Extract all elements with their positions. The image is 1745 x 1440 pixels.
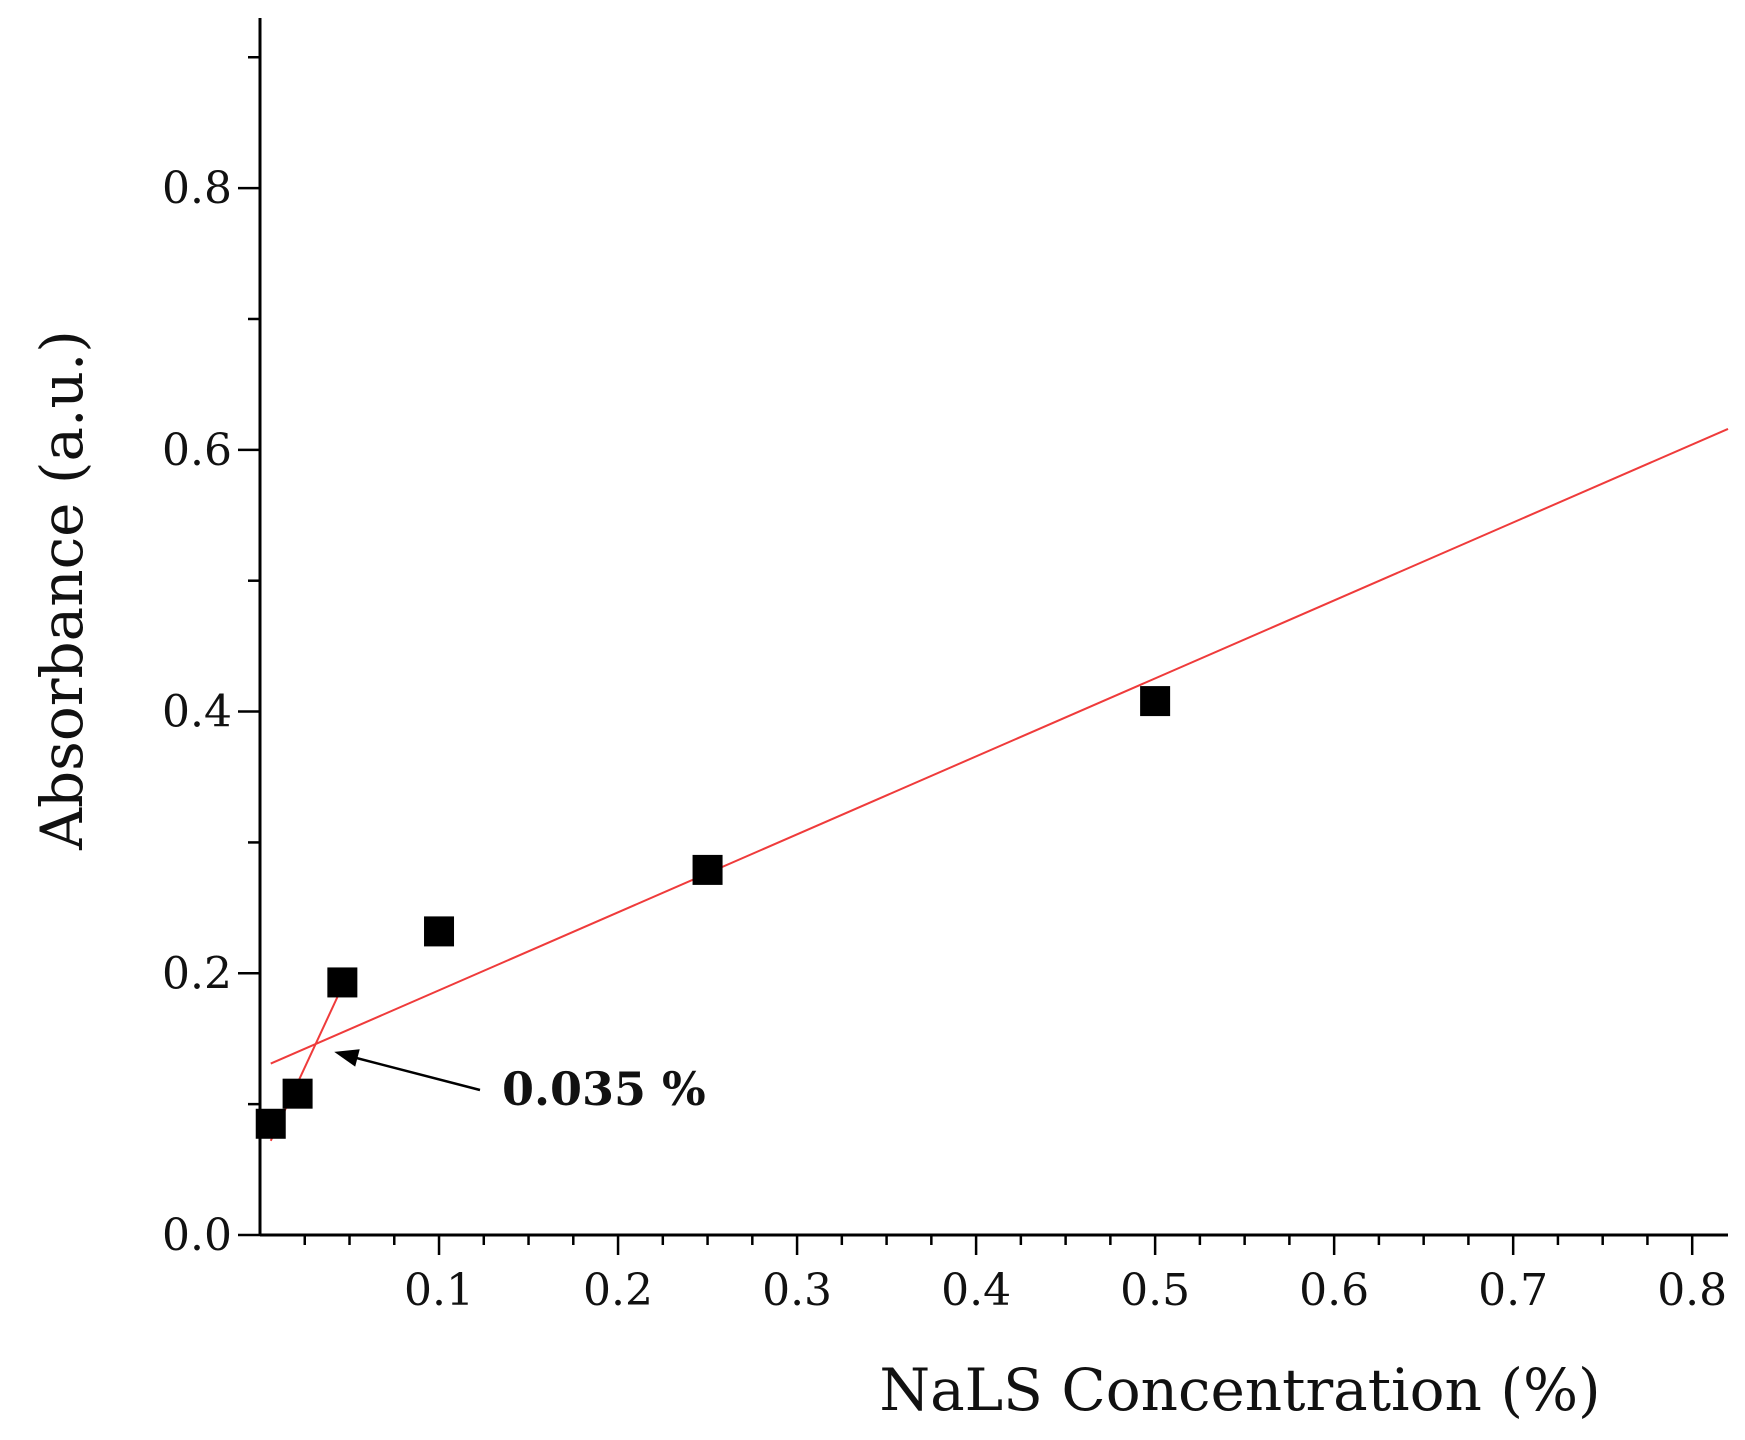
data-point (424, 916, 455, 947)
x-tick-label: 0.8 (1657, 1265, 1727, 1316)
y-tick-label: 0.0 (162, 1210, 232, 1261)
x-axis-title: NaLS Concentration (%) (879, 1356, 1600, 1424)
annotation-arrow (347, 1054, 481, 1092)
annotation-label: 0.035 % (502, 1062, 706, 1116)
x-tick-label: 0.4 (941, 1265, 1011, 1316)
annotation-arrowhead (334, 1049, 360, 1067)
y-tick-label: 0.6 (162, 425, 232, 476)
data-point (1140, 686, 1171, 717)
y-tick-label: 0.8 (162, 163, 232, 214)
x-tick-label: 0.7 (1478, 1265, 1548, 1316)
data-point (282, 1078, 313, 1109)
data-point-layer (255, 686, 1171, 1139)
y-axis-title: Absorbance (a.u.) (28, 330, 96, 851)
x-tick-label: 0.6 (1299, 1265, 1369, 1316)
tick-label-layer: 0.1 0.2 0.3 0.4 0.5 0.6 0.7 0.8 0.0 0.2 0.4 0.6 0.8 (162, 163, 1727, 1316)
fit-line (270, 427, 1729, 1065)
y-tick-label: 0.4 (162, 687, 232, 738)
x-tick-label: 0.1 (404, 1265, 474, 1316)
x-tick-label: 0.2 (583, 1265, 653, 1316)
tick-layer (238, 56, 1694, 1255)
data-point (327, 967, 358, 998)
x-tick-label: 0.3 (762, 1265, 832, 1316)
y-tick-label: 0.2 (162, 948, 232, 999)
x-tick-label: 0.5 (1120, 1265, 1190, 1316)
fit-line-layer (269, 427, 1729, 1142)
annotation: 0.035 % (334, 1049, 706, 1116)
data-point (692, 854, 723, 885)
